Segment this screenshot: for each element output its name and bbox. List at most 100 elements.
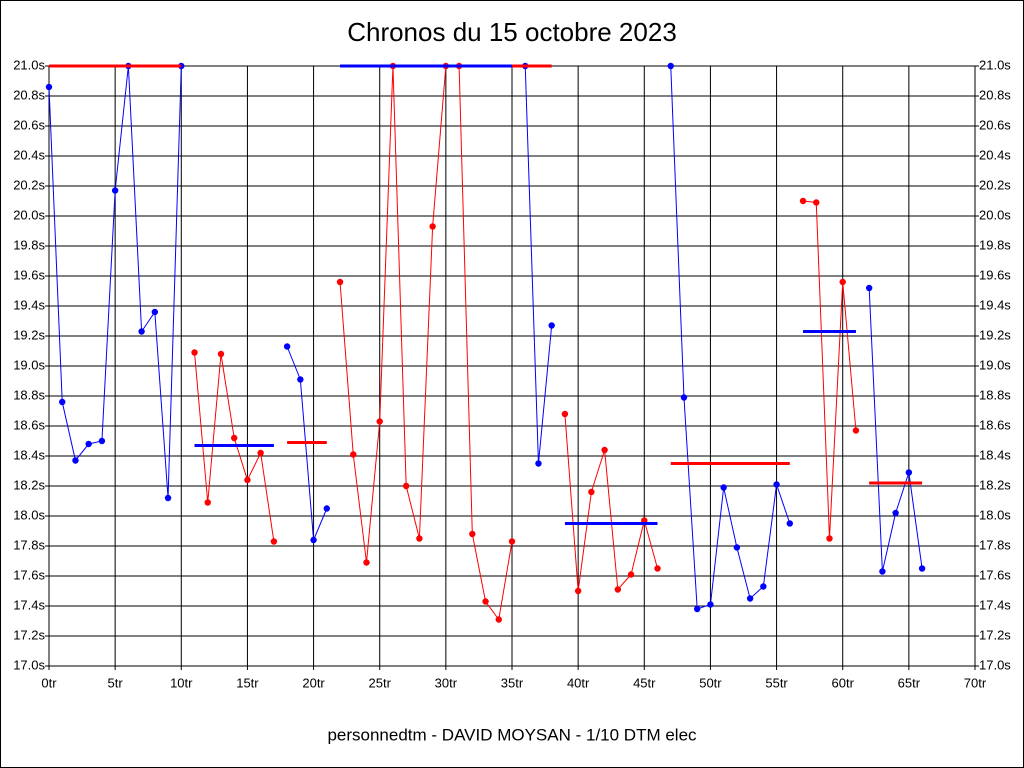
point: [799, 197, 807, 205]
point: [244, 476, 251, 484]
point: [231, 434, 238, 442]
x-tick-label: 0tr: [41, 675, 57, 690]
x-tick-label: 35tr: [501, 675, 524, 690]
chart-footer: personnedtm - DAVID MOYSAN - 1/10 DTM el…: [327, 725, 697, 744]
point: [85, 440, 92, 448]
point: [865, 284, 873, 292]
y2-tick-label: 20.4s: [979, 147, 1011, 162]
y-tick-label: 19.0s: [13, 357, 45, 372]
point: [614, 586, 622, 593]
y2-tick-label: 18.2s: [979, 477, 1011, 492]
point: [852, 427, 860, 434]
y-tick-label: 18.2s: [13, 477, 45, 492]
y2-tick-label: 20.2s: [979, 177, 1011, 192]
y-tick-label: 19.2s: [13, 327, 45, 342]
y-tick-label: 18.4s: [13, 447, 45, 462]
y-tick-label: 17.0s: [13, 657, 45, 672]
x-tick-label: 20tr: [302, 675, 325, 690]
y-tick-label: 18.8s: [13, 387, 45, 402]
y-tick-label: 20.6s: [13, 117, 45, 132]
series-line: [670, 65, 791, 610]
y2-tick-label: 20.8s: [979, 87, 1011, 102]
y-tick-label: 20.8s: [13, 87, 45, 102]
point: [495, 616, 502, 623]
point: [760, 583, 767, 590]
point: [561, 410, 569, 418]
y2-tick-label: 19.4s: [979, 297, 1011, 312]
point: [257, 449, 264, 457]
point: [839, 278, 846, 286]
point: [270, 538, 278, 545]
point: [826, 535, 833, 542]
point: [905, 469, 913, 476]
point: [376, 418, 383, 425]
y-tick-label: 19.6s: [13, 267, 45, 282]
y-tick-label: 17.8s: [13, 537, 45, 552]
point: [918, 565, 926, 572]
y2-tick-label: 19.6s: [979, 267, 1011, 282]
marks: [45, 62, 926, 623]
point: [350, 451, 357, 458]
y2-tick-label: 20.0s: [979, 207, 1011, 222]
x-tick-label: 40tr: [567, 675, 590, 690]
point: [217, 350, 225, 358]
y2-tick-label: 18.8s: [979, 387, 1011, 402]
y2-tick-label: 21.0s: [979, 57, 1011, 72]
point: [508, 538, 516, 545]
point: [363, 559, 370, 566]
point: [707, 601, 714, 608]
point: [151, 308, 159, 316]
point: [773, 481, 780, 488]
series-line: [564, 413, 658, 592]
point: [59, 398, 66, 406]
y-tick-label: 17.4s: [13, 597, 45, 612]
x-tick-label: 30tr: [435, 675, 458, 690]
y2-tick-label: 17.8s: [979, 537, 1011, 552]
y-tick-label: 20.2s: [13, 177, 45, 192]
point: [98, 437, 106, 445]
point: [879, 568, 886, 575]
y2-tick-label: 19.0s: [979, 357, 1011, 372]
x-tick-label: 5tr: [108, 675, 124, 690]
y-tick-label: 19.4s: [13, 297, 45, 312]
x-tick-label: 15tr: [236, 675, 259, 690]
point: [402, 482, 410, 490]
y2-tick-label: 17.4s: [979, 597, 1011, 612]
point: [654, 565, 661, 572]
point: [164, 494, 172, 502]
y-tick-label: 17.6s: [13, 567, 45, 582]
y2-tick-label: 17.0s: [979, 657, 1011, 672]
point: [283, 343, 291, 350]
y2-tick-label: 18.6s: [979, 417, 1011, 432]
point: [111, 187, 119, 194]
point: [548, 322, 555, 329]
point: [733, 544, 741, 551]
point: [297, 376, 304, 383]
series-line: [286, 346, 328, 541]
x-tick-label: 60tr: [832, 675, 855, 690]
point: [588, 488, 595, 496]
chart-title: Chronos du 15 octobre 2023: [347, 17, 677, 47]
y2-tick-label: 19.8s: [979, 237, 1011, 252]
point: [72, 457, 79, 464]
y2-tick-label: 20.6s: [979, 117, 1011, 132]
point: [204, 499, 211, 506]
y-tick-label: 18.6s: [13, 417, 45, 432]
y-tick-label: 20.4s: [13, 147, 45, 162]
x-tick-label: 45tr: [633, 675, 656, 690]
y2-tick-label: 19.2s: [979, 327, 1011, 342]
y-tick-label: 18.0s: [13, 507, 45, 522]
point: [535, 460, 542, 467]
y2-tick-label: 17.6s: [979, 567, 1011, 582]
x-tick-label: 25tr: [369, 675, 392, 690]
point: [138, 328, 145, 335]
point: [601, 446, 608, 454]
y-tick-label: 21.0s: [13, 57, 45, 72]
point: [680, 394, 688, 401]
point: [310, 536, 317, 544]
point: [482, 598, 489, 605]
series-line: [339, 65, 513, 621]
point: [627, 571, 635, 578]
x-tick-label: 65tr: [898, 675, 921, 690]
x-tick-label: 55tr: [765, 675, 788, 690]
